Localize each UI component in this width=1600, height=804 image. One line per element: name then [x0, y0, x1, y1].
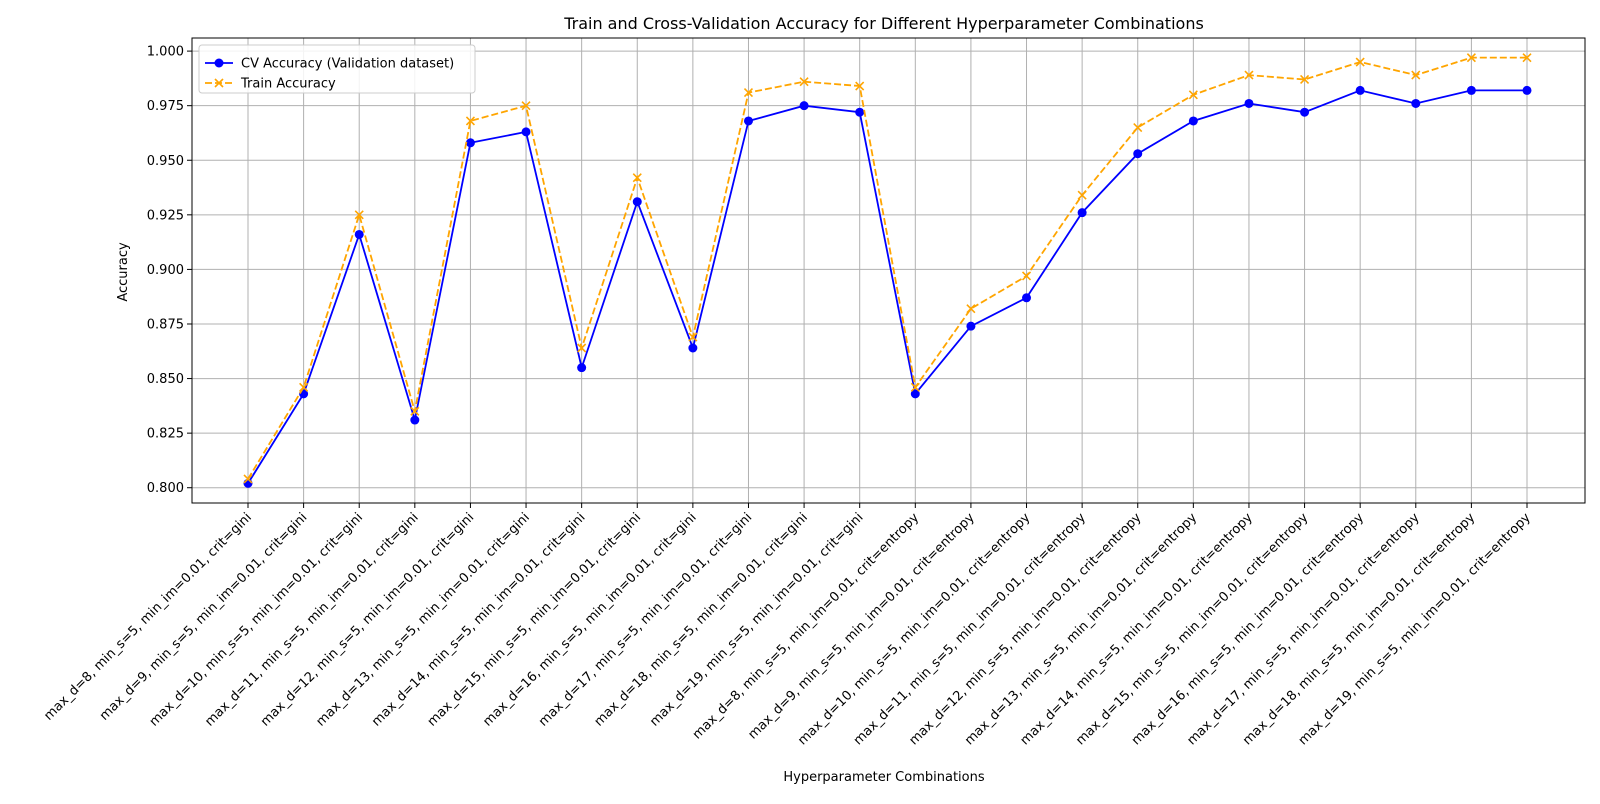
x-axis-label: Hyperparameter Combinations	[783, 770, 984, 785]
legend-label-0: CV Accuracy (Validation dataset)	[241, 57, 454, 72]
data-point-cv	[1300, 107, 1310, 117]
data-point-cv	[743, 116, 753, 126]
y-tick-label: 1.000	[147, 45, 184, 60]
data-point-cv	[1244, 98, 1254, 108]
x-tick-label: max_d=15, min_s=5, min_im=0.01, crit=gin…	[425, 510, 644, 729]
data-point-train	[688, 332, 698, 342]
data-point-train	[1133, 122, 1143, 133]
data-point-train	[1244, 70, 1254, 80]
plot-frame	[191, 37, 1586, 504]
data-point-train	[1021, 271, 1032, 281]
data-point-train	[1411, 70, 1421, 80]
data-point-cv	[354, 229, 364, 239]
x-tick-label: max_d=8, min_s=5, min_im=0.01, crit=gini	[41, 510, 254, 723]
data-point-cv	[1466, 85, 1476, 95]
legend: CV Accuracy (Validation dataset) Train Ac…	[198, 44, 476, 94]
x-tick-label: max_d=12, min_s=5, min_im=0.01, crit=gin…	[258, 510, 477, 729]
data-point-train	[299, 382, 309, 392]
series-line-1	[247, 56, 1527, 480]
data-point-cv	[855, 107, 865, 117]
data-point-cv	[1411, 98, 1421, 108]
data-point-cv	[1022, 293, 1032, 303]
data-point-cv	[966, 321, 976, 331]
x-tick-label: max_d=18, min_s=5, min_im=0.01, crit=gin…	[592, 510, 811, 729]
data-point-train	[632, 173, 642, 183]
x-tick-label: max_d=19, min_s=5, min_im=0.01, crit=gin…	[647, 510, 866, 729]
legend-box	[198, 44, 476, 94]
data-point-cv	[799, 101, 809, 111]
y-axis-label: Accuracy	[116, 242, 131, 302]
data-point-train	[465, 116, 476, 126]
y-tick-label: 0.850	[147, 372, 184, 387]
data-point-cv	[632, 197, 642, 207]
y-axis: 0.800 0.825 0.850 0.875 0.900 0.925 0.950 0.975…	[147, 45, 192, 496]
data-point-train	[799, 77, 809, 87]
x-tick-label: max_d=16, min_s=5, min_im=0.01, crit=gin…	[480, 510, 699, 729]
chart-title: Train and Cross-Validation Accuracy for …	[563, 14, 1204, 33]
data-point-train	[910, 382, 920, 392]
data-point-train	[410, 406, 420, 416]
data-point-cv	[465, 138, 475, 148]
x-axis: max_d=8, min_s=5, min_im=0.01, crit=gini…	[41, 503, 1534, 748]
data-point-train	[1188, 90, 1198, 100]
x-tick-label: max_d=10, min_s=5, min_im=0.01, crit=gin…	[147, 510, 366, 729]
data-point-train	[1077, 190, 1087, 200]
data-point-train	[966, 304, 976, 314]
data-point-train	[1466, 53, 1476, 63]
x-tick-label: max_d=9, min_s=5, min_im=0.01, crit=gini	[97, 510, 310, 723]
data-point-train	[1522, 53, 1532, 63]
data-point-train	[1299, 74, 1310, 85]
series-line-0	[247, 89, 1527, 484]
data-point-cv	[521, 127, 531, 137]
x-tick-label: max_d=13, min_s=5, min_im=0.01, crit=gin…	[314, 510, 533, 729]
data-point-train	[743, 88, 754, 98]
y-tick-label: 0.950	[147, 154, 184, 169]
data-point-cv	[1077, 208, 1087, 218]
data-point-train	[577, 343, 587, 353]
data-point-train	[243, 474, 253, 484]
data-point-train	[354, 210, 364, 220]
legend-marker-1	[214, 78, 224, 88]
grid	[192, 38, 1585, 503]
data-point-cv	[1188, 116, 1198, 126]
data-point-cv	[243, 478, 253, 488]
data-point-cv	[577, 363, 587, 373]
y-tick-label: 0.925	[147, 208, 184, 223]
y-tick-label: 0.975	[147, 99, 184, 114]
data-point-cv	[1133, 149, 1143, 159]
x-tick-label: max_d=11, min_s=5, min_im=0.01, crit=gin…	[202, 510, 421, 729]
legend-marker-0	[214, 58, 224, 68]
y-tick-label: 0.900	[147, 263, 184, 278]
y-tick-label: 0.800	[147, 481, 184, 496]
data-point-cv	[910, 389, 920, 399]
data-point-cv	[1522, 85, 1532, 95]
legend-label-1: Train Accuracy	[240, 77, 336, 92]
data-point-cv	[410, 415, 420, 425]
data-point-cv	[1355, 85, 1365, 95]
data-point-cv	[688, 343, 698, 353]
series-layer	[243, 53, 1532, 488]
x-tick-label: max_d=14, min_s=5, min_im=0.01, crit=gin…	[369, 510, 588, 729]
x-tick-label: max_d=17, min_s=5, min_im=0.01, crit=gin…	[536, 510, 755, 729]
data-point-train	[1355, 57, 1365, 67]
data-point-train	[521, 101, 531, 111]
data-point-train	[855, 81, 865, 91]
y-tick-label: 0.825	[147, 427, 184, 442]
y-tick-label: 0.875	[147, 317, 184, 332]
